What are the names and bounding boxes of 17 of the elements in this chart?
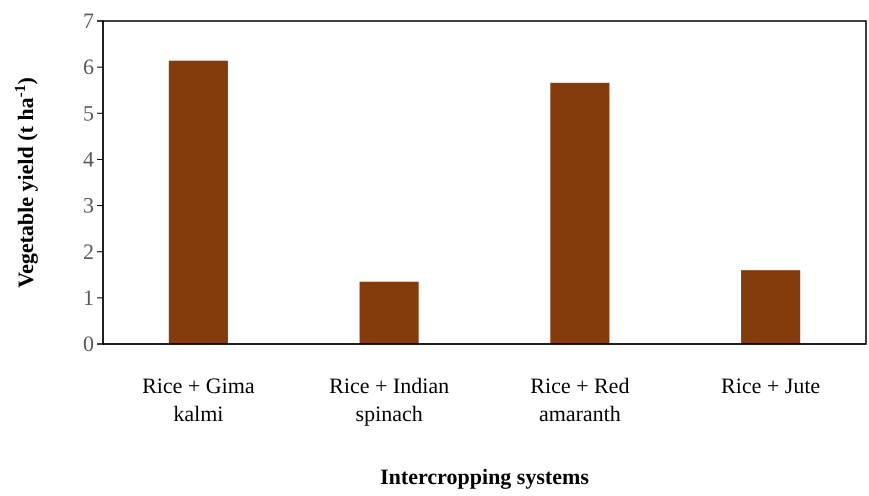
x-tick-label: Rice + Gima kalmi [142,373,255,426]
bar [550,82,610,344]
y-tick-label: 1 [83,284,94,310]
bar [168,60,228,344]
bar [741,270,800,344]
y-tick-label: 6 [83,54,94,80]
y-tick-label: 7 [83,8,94,34]
y-tick-label: 3 [83,192,94,218]
x-axis-title: Intercropping systems [380,464,590,489]
x-tick-label: Rice + Jute [721,373,820,398]
y-tick-label: 0 [83,331,94,356]
x-tick-label: Rice + Red amaranth [530,373,630,426]
y-tick-label: 4 [83,146,94,172]
y-tick-label: 5 [83,100,94,126]
bar [360,282,419,344]
y-tick-label: 2 [83,238,94,264]
x-tick-label: Rice + Indian spinach [329,373,450,426]
